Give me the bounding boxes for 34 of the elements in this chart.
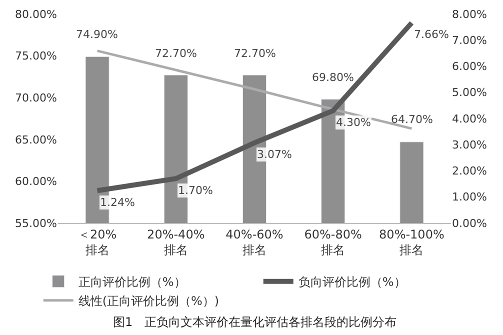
x-tick-label: 80%-100% 排名	[379, 227, 444, 257]
y-tick-label: 60.00%	[15, 175, 57, 188]
data-label: 7.66%	[414, 28, 449, 41]
data-label: 1.24%	[100, 196, 135, 209]
data-label: 3.07%	[257, 148, 292, 161]
legend-label: 负向评价比例（%）	[298, 275, 406, 290]
y2-tick-label: 0.00%	[452, 216, 487, 230]
data-label: 1.70%	[178, 184, 213, 197]
data-label: 72.70%	[234, 47, 276, 60]
x-tick-label: 40%-60% 排名	[226, 227, 284, 257]
y-tick-label: 65.00%	[15, 133, 57, 146]
x-tick-label: 60%-80% 排名	[304, 227, 362, 257]
y2-tick-label: 2.00%	[452, 164, 487, 178]
y-tick-label: 75.00%	[15, 50, 57, 63]
data-label: 74.90%	[76, 28, 118, 41]
legend-label: 正向评价比例（%）	[78, 275, 186, 290]
y2-tick-label: 6.00%	[452, 60, 487, 74]
data-label: 4.30%	[336, 116, 371, 129]
y2-tick-label: 3.00%	[452, 138, 487, 152]
x-tick-label: ＜20% 排名	[78, 227, 117, 257]
y2-tick-label: 7.00%	[452, 34, 487, 47]
y2-tick-label: 4.00%	[452, 112, 487, 126]
text: 图1 正负向文本评价在量化评估各排名段的比例分布	[113, 315, 397, 329]
x-tick-label: 20%-40% 排名	[147, 227, 205, 257]
y2-tick-label: 8.00%	[452, 8, 487, 21]
data-label: 64.70%	[391, 113, 433, 126]
legend-label: 线性(正向评价比例（%）)	[78, 294, 220, 308]
y2-tick-label: 1.00%	[452, 190, 487, 204]
y2-tick-label: 5.00%	[452, 86, 487, 100]
data-label: 72.70%	[155, 47, 197, 60]
y-tick-label: 55.00%	[15, 216, 57, 230]
y-tick-label: 80.00%	[15, 8, 57, 21]
y-tick-label: 70.00%	[15, 91, 57, 104]
data-label: 69.80%	[312, 71, 354, 84]
